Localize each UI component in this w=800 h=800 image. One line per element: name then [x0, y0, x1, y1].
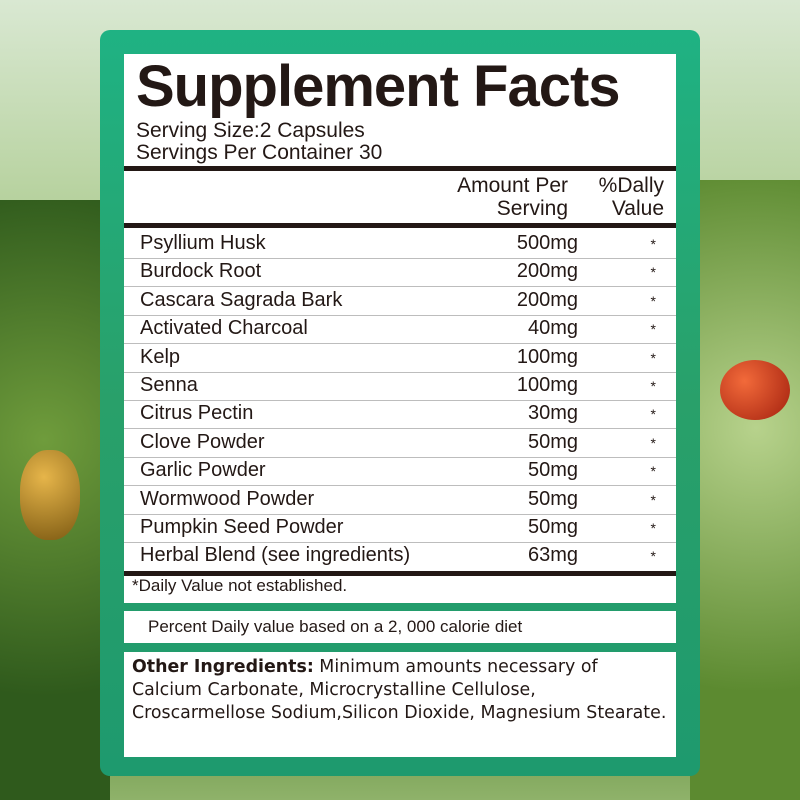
table-row: Garlic Powder 50mg * — [124, 457, 676, 487]
table-row: Citrus Pectin 30mg * — [124, 400, 676, 430]
ingredient-name: Burdock Root — [140, 260, 262, 283]
title: Supplement Facts — [136, 54, 621, 119]
table-row: Activated Charcoal 40mg * — [124, 315, 676, 345]
serving-size: Serving Size:2 Capsules — [136, 119, 365, 142]
ingredient-amount: 100mg — [516, 345, 578, 368]
ingredient-amount: 100mg — [516, 374, 578, 396]
table-row: Pumpkin Seed Powder 50mg * — [124, 514, 676, 543]
table-row: Cascara Sagrada Bark 200mg * — [124, 287, 676, 316]
other-ingredients-label: Other Ingredients: — [132, 657, 314, 677]
other-ingredients-box: Other Ingredients: Minimum amounts neces… — [124, 652, 676, 757]
table-row: Senna 100mg * — [124, 372, 676, 401]
ingredient-amount: 500mg — [516, 232, 578, 254]
ingredient-name: Cascara Sagrada Bark — [140, 288, 343, 311]
other-ingredients: Other Ingredients: Minimum amounts neces… — [124, 652, 676, 729]
daily-value: * — [650, 349, 656, 366]
ingredient-name: Garlic Powder — [140, 459, 266, 482]
ingredient-name: Activated Charcoal — [140, 317, 308, 340]
ingredient-name: Psyllium Husk — [140, 232, 266, 254]
percent-daily-note-box: Percent Daily value based on a 2, 000 ca… — [124, 611, 676, 643]
daily-value: * — [650, 292, 656, 309]
daily-value: * — [650, 434, 656, 451]
ingredient-amount: 50mg — [527, 430, 578, 453]
ingredient-amount: 200mg — [516, 288, 578, 311]
ingredient-name: Herbal Blend (see ingredients) — [140, 544, 411, 567]
ingredient-amount: 200mg — [516, 260, 578, 283]
table-row: Clove Powder 50mg * — [124, 429, 676, 458]
divider — [124, 166, 676, 171]
daily-value-header: %Dally Value — [599, 174, 664, 220]
footnote: *Daily Value not established. — [132, 576, 348, 595]
ingredient-amount: 63mg — [527, 544, 578, 567]
daily-value: * — [650, 548, 656, 565]
background-squash — [20, 450, 80, 540]
daily-value: * — [650, 491, 656, 508]
ingredient-name: Senna — [140, 374, 198, 396]
dv-header-line2: Value — [611, 197, 664, 220]
daily-value: * — [650, 463, 656, 480]
daily-value: * — [650, 264, 656, 281]
table-row: Wormwood Powder 50mg * — [124, 486, 676, 515]
ingredient-amount: 40mg — [527, 317, 578, 340]
percent-daily-note: Percent Daily value based on a 2, 000 ca… — [148, 617, 523, 636]
table-row: Kelp 100mg * — [124, 344, 676, 373]
ingredient-amount: 50mg — [527, 516, 578, 538]
table-row: Burdock Root 200mg * — [124, 258, 676, 288]
ingredient-amount: 30mg — [527, 402, 578, 425]
dv-header-line1: %Dally — [598, 174, 664, 197]
supplement-facts-table: Supplement Facts Serving Size:2 Capsules… — [124, 54, 676, 603]
ingredient-name: Wormwood Powder — [140, 487, 315, 510]
daily-value: * — [650, 406, 656, 423]
divider — [124, 223, 676, 228]
ingredient-name: Kelp — [140, 345, 181, 368]
ingredient-name: Citrus Pectin — [140, 402, 254, 425]
daily-value: * — [650, 321, 656, 338]
amount-header-line2: Serving — [496, 197, 568, 220]
daily-value: * — [650, 378, 656, 394]
table-row: Psyllium Husk 500mg * — [124, 230, 676, 259]
background-vegetables-right — [690, 180, 800, 800]
ingredient-name: Pumpkin Seed Powder — [140, 516, 344, 538]
servings-per-container: Servings Per Container 30 — [136, 141, 383, 164]
amount-header-line1: Amount Per — [457, 174, 568, 197]
ingredient-amount: 50mg — [527, 459, 578, 482]
ingredient-amount: 50mg — [527, 487, 578, 510]
other-ingredients-text: Minimum amounts necessary of Calcium Car… — [132, 657, 667, 723]
amount-header: Amount Per Serving — [457, 174, 568, 220]
table-row: Herbal Blend (see ingredients) 63mg * — [124, 542, 676, 570]
ingredient-name: Clove Powder — [140, 430, 265, 453]
daily-value: * — [650, 520, 656, 536]
background-fruit — [720, 360, 790, 420]
daily-value: * — [650, 236, 656, 252]
divider — [124, 571, 676, 576]
